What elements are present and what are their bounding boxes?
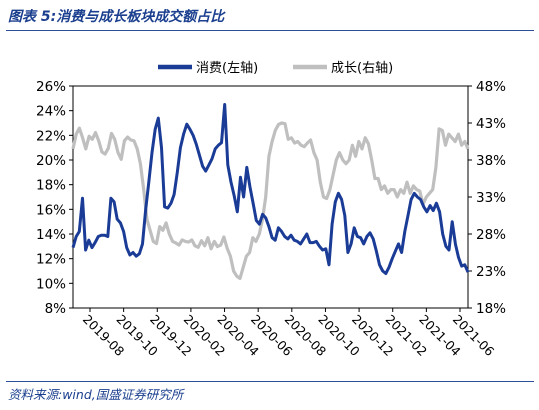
- left-tick-label: 10%: [36, 276, 66, 292]
- left-tick-label: 12%: [36, 252, 66, 268]
- right-tick-label: 23%: [476, 264, 506, 280]
- series-lines: [71, 103, 470, 280]
- left-tick-label: 26%: [36, 79, 66, 95]
- right-tick-label: 48%: [476, 79, 506, 95]
- left-tick-label: 16%: [36, 202, 66, 218]
- plot-frame: [72, 85, 469, 309]
- left-tick-label: 20%: [36, 153, 66, 169]
- right-tick-label: 18%: [476, 301, 506, 317]
- figure-title: 图表 5:消费与成长板块成交额占比: [8, 9, 225, 25]
- legend-label-growth: 成长(右轴): [331, 61, 393, 76]
- left-tick-label: 14%: [36, 227, 66, 243]
- title-rule: [6, 30, 534, 31]
- legend: 消费(左轴) 成长(右轴): [158, 61, 393, 76]
- right-tick-label: 33%: [476, 190, 506, 206]
- source-rule: [6, 381, 534, 382]
- left-tick-label: 22%: [36, 128, 66, 144]
- axes: 8% 10% 12% 14% 16% 18% 20% 22% 24% 26% 18% 23% 28% 33…: [36, 79, 506, 359]
- series-line-growth: [71, 121, 470, 280]
- chart: 消费(左轴) 成长(右轴) 8% 10% 12% 14% 16% 18% 20% 22% 24%…: [36, 61, 506, 359]
- right-tick-label: 38%: [476, 153, 506, 169]
- legend-label-consumption: 消费(左轴): [196, 61, 258, 76]
- right-tick-label: 43%: [476, 116, 506, 132]
- left-tick-label: 18%: [36, 178, 66, 194]
- left-tick-label: 8%: [45, 301, 67, 317]
- series-line-consumption: [71, 103, 470, 275]
- left-tick-label: 24%: [36, 104, 66, 120]
- right-tick-label: 28%: [476, 227, 506, 243]
- source-note: 资料来源:wind,国盛证券研究所: [8, 387, 184, 402]
